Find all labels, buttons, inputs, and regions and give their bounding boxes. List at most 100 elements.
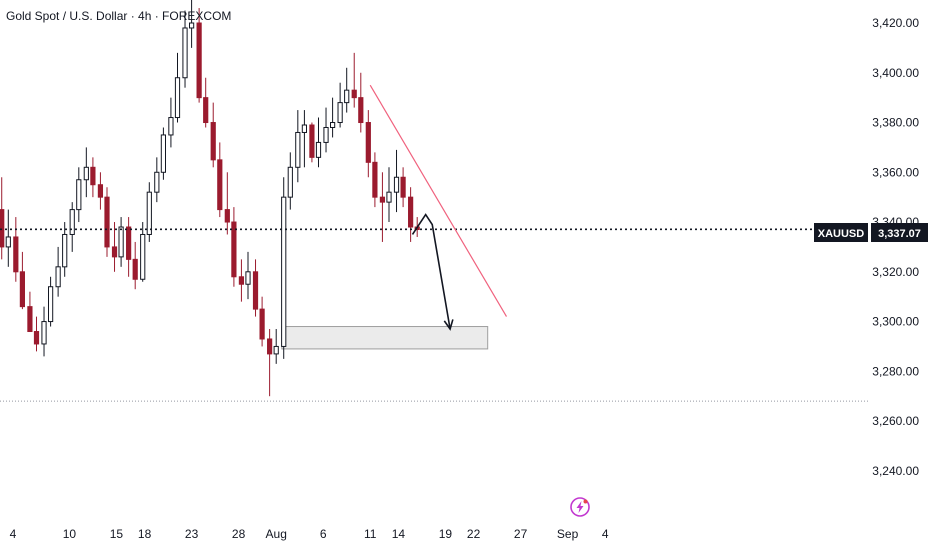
candle-body xyxy=(224,209,230,223)
x-tick-label: Aug xyxy=(266,527,287,541)
candle-body xyxy=(160,134,167,173)
x-tick-label: 27 xyxy=(514,527,528,541)
candle-body xyxy=(358,97,364,124)
price-badge-layer: XAUUSD 3,337.07 xyxy=(814,223,928,242)
x-tick-label: 22 xyxy=(467,527,481,541)
candle-body xyxy=(400,176,406,198)
candle-body xyxy=(273,345,279,355)
candle-body xyxy=(182,27,188,79)
x-tick-label: 10 xyxy=(63,527,77,541)
candle-body xyxy=(217,159,223,211)
candle-body xyxy=(41,321,47,345)
y-axis[interactable]: 3,420.003,400.003,380.003,360.003,340.00… xyxy=(872,16,919,478)
x-tick-label: 19 xyxy=(439,527,453,541)
candle-body xyxy=(379,196,386,203)
candle-body xyxy=(83,166,89,181)
candle-body xyxy=(27,306,33,333)
y-tick-label: 3,360.00 xyxy=(872,165,919,179)
candle-body xyxy=(146,191,152,235)
candle-body xyxy=(126,226,132,260)
last-price-label: 3,337.07 xyxy=(878,228,921,240)
candle-body xyxy=(386,191,392,203)
trendline[interactable] xyxy=(369,84,508,317)
y-tick-label: 3,260.00 xyxy=(872,414,919,428)
candle-body xyxy=(90,166,96,186)
candle-body xyxy=(48,286,54,323)
y-tick-label: 3,300.00 xyxy=(872,315,919,329)
candle-body xyxy=(154,171,160,193)
candle-body xyxy=(97,184,104,198)
candle-body xyxy=(365,122,371,163)
candle-body xyxy=(267,338,273,355)
x-tick-label: 14 xyxy=(392,527,406,541)
candle-body xyxy=(168,117,174,136)
candle-body xyxy=(315,141,322,158)
candle-body xyxy=(259,308,265,340)
candle-body xyxy=(301,124,307,133)
x-tick-label: 23 xyxy=(185,527,199,541)
candle-body xyxy=(55,266,61,288)
y-tick-label: 3,320.00 xyxy=(872,265,919,279)
candle-body xyxy=(210,122,216,161)
candle-body xyxy=(33,331,40,345)
candle-body xyxy=(281,196,287,347)
candle-body xyxy=(393,176,400,193)
candle-body xyxy=(0,209,5,248)
forecast-path[interactable] xyxy=(411,213,451,330)
candle-body xyxy=(337,102,343,124)
y-tick-label: 3,420.00 xyxy=(872,16,919,30)
x-tick-label: 4 xyxy=(602,527,609,541)
candle-body xyxy=(309,124,315,158)
candle-body xyxy=(231,221,237,278)
candle-body xyxy=(132,258,138,280)
candle-body xyxy=(118,226,124,258)
x-tick-label: 4 xyxy=(10,527,17,541)
candle-body xyxy=(295,131,301,168)
candle-body xyxy=(76,179,82,211)
last-price-badge[interactable] xyxy=(871,223,928,242)
x-tick-label: Sep xyxy=(557,527,579,541)
symbol-label: XAUUSD xyxy=(818,228,865,240)
candle-body xyxy=(140,233,146,280)
candle-body xyxy=(189,22,195,29)
candle-body xyxy=(111,246,118,258)
forecast-arrowhead xyxy=(443,319,454,331)
candle-body xyxy=(104,196,110,248)
candle-body xyxy=(13,236,19,273)
candle-body xyxy=(62,233,68,268)
x-axis[interactable]: 4 10 15 18 23 28 Aug 6 11 14 19 22 27 Sep 4 xyxy=(10,527,609,541)
x-tick-label: 11 xyxy=(364,527,377,541)
candle-body xyxy=(5,236,11,248)
candle-body xyxy=(252,271,259,310)
candle-body xyxy=(174,77,181,119)
candle-body xyxy=(245,271,251,285)
x-tick-label: 28 xyxy=(232,527,246,541)
candle-body xyxy=(372,161,378,198)
candle-body xyxy=(19,271,25,308)
candle-body xyxy=(351,89,357,99)
lightning-icon[interactable] xyxy=(570,497,590,517)
x-tick-label: 6 xyxy=(320,527,327,541)
candle-body xyxy=(344,89,350,104)
candle-body xyxy=(323,126,329,143)
candle-body xyxy=(203,97,209,124)
x-tick-label: 18 xyxy=(138,527,152,541)
y-tick-label: 3,280.00 xyxy=(872,364,919,378)
annotation-layer-front xyxy=(0,84,868,331)
y-tick-label: 3,400.00 xyxy=(872,66,919,80)
chart-title: Gold Spot / U.S. Dollar · 4h · FOREXCOM xyxy=(6,9,232,23)
candle-body xyxy=(69,209,75,235)
target-zone[interactable] xyxy=(281,326,489,350)
candle-body xyxy=(196,22,202,99)
candles-layer xyxy=(0,0,420,397)
symbol-badge[interactable] xyxy=(814,223,868,242)
candle-body xyxy=(330,122,336,128)
candle-body xyxy=(238,276,245,285)
y-tick-label: 3,240.00 xyxy=(872,464,919,478)
candle-body xyxy=(408,196,414,228)
x-tick-label: 15 xyxy=(110,527,124,541)
y-tick-label: 3,380.00 xyxy=(872,116,919,130)
candle-body xyxy=(287,166,293,198)
